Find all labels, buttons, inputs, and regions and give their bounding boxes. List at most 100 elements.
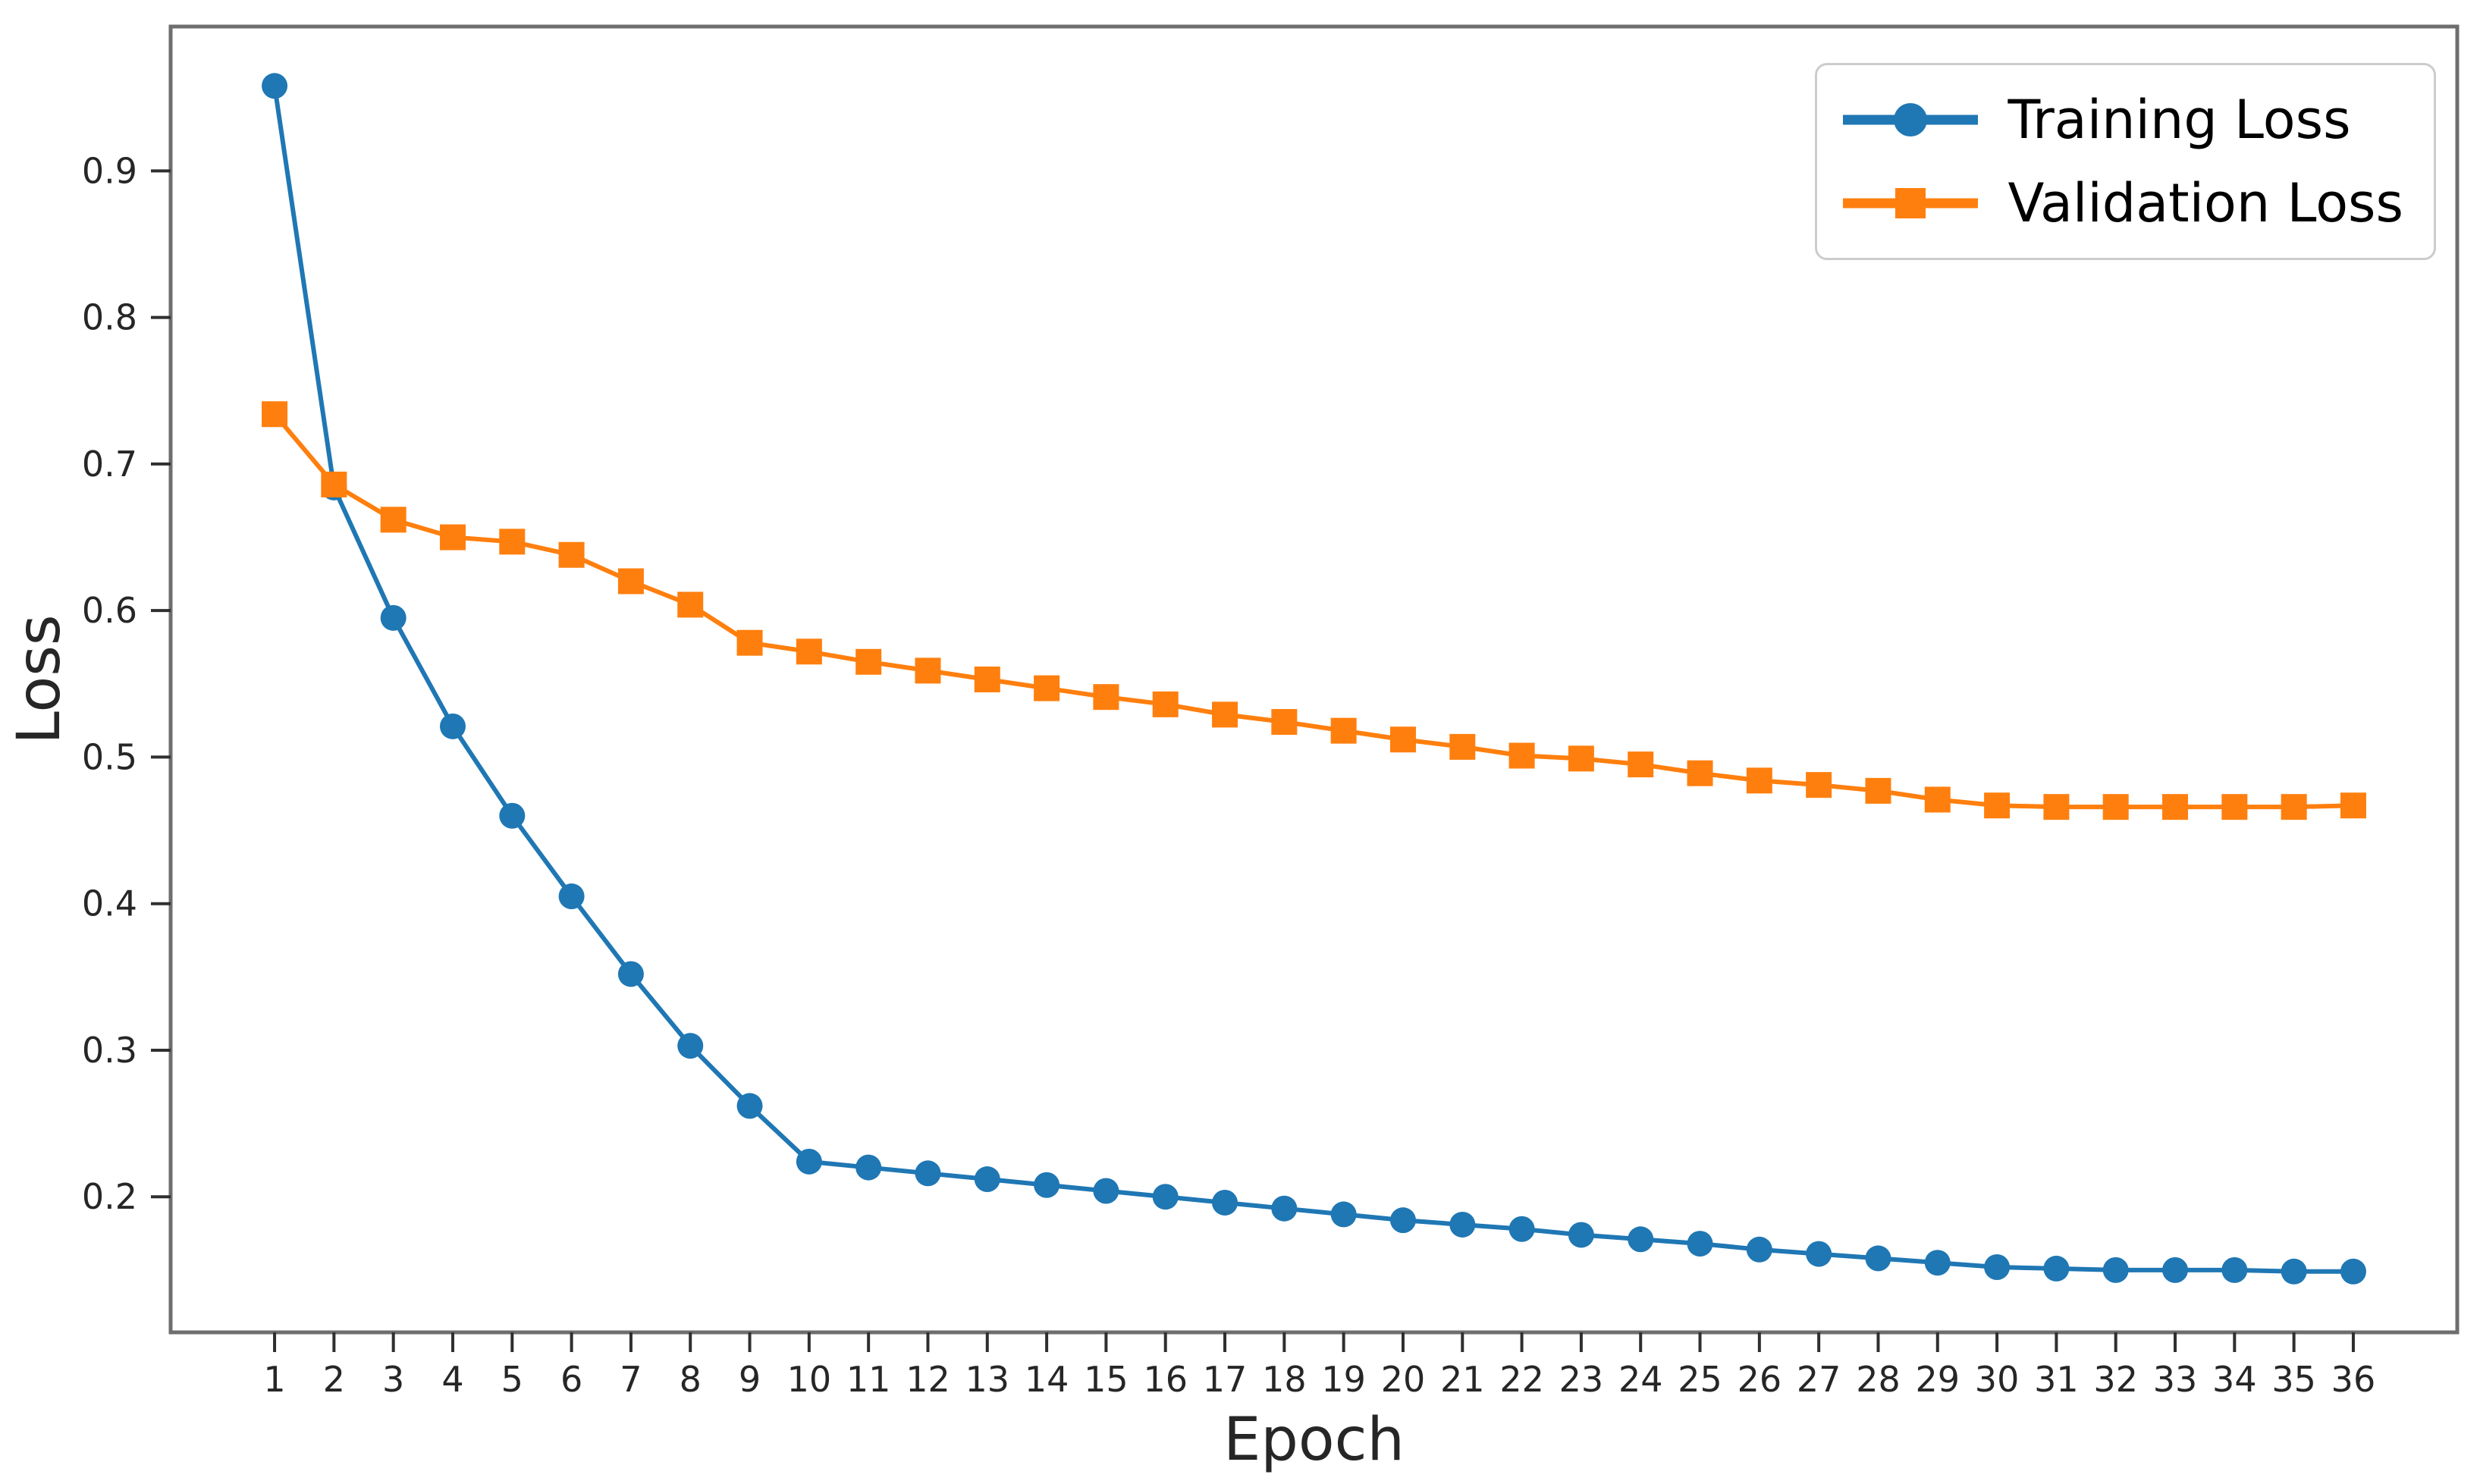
x-tick-label: 3 <box>382 1359 404 1400</box>
x-tick-label: 32 <box>2093 1359 2138 1400</box>
x-tick-label: 6 <box>560 1359 582 1400</box>
x-tick-label: 29 <box>1915 1359 1960 1400</box>
training-loss-marker <box>262 73 288 99</box>
validation-loss-marker <box>1568 745 1594 772</box>
validation-loss-marker <box>2102 794 2129 820</box>
validation-loss-marker <box>1865 777 1891 804</box>
validation-loss-marker <box>1924 786 1951 813</box>
training-loss-marker <box>1984 1253 2011 1280</box>
x-tick-label: 14 <box>1025 1359 1069 1400</box>
x-tick-label: 23 <box>1559 1359 1604 1400</box>
validation-loss-marker <box>1212 701 1238 728</box>
validation-loss-line <box>272 412 2356 810</box>
y-tick-label: 0.9 <box>82 150 137 191</box>
training-loss-marker <box>915 1160 941 1187</box>
x-tick-label: 10 <box>787 1359 832 1400</box>
x-tick-label: 17 <box>1203 1359 1248 1400</box>
plot-frame <box>168 24 2460 1335</box>
x-tick-label: 1 <box>263 1359 285 1400</box>
validation-loss-marker <box>2221 794 2248 820</box>
x-tick-label: 18 <box>1262 1359 1307 1400</box>
x-tick-label: 36 <box>2331 1359 2376 1400</box>
training-loss-marker <box>1568 1222 1594 1248</box>
validation-loss-marker <box>1389 726 1416 753</box>
x-tick-label: 30 <box>1975 1359 2020 1400</box>
y-tick-label: 0.7 <box>82 444 137 485</box>
y-axis-title: Loss <box>5 614 74 744</box>
validation-loss-marker <box>2340 792 2366 819</box>
x-tick-label: 28 <box>1856 1359 1901 1400</box>
validation-loss-marker <box>1449 733 1476 760</box>
y-tick-label: 0.6 <box>82 590 137 631</box>
validation-loss-marker <box>1271 709 1298 736</box>
validation-loss-marker <box>677 591 704 618</box>
y-tick-label: 0.4 <box>82 883 137 924</box>
x-tick-label: 12 <box>906 1359 950 1400</box>
training-loss-marker <box>380 604 407 631</box>
x-tick-label: 13 <box>965 1359 1010 1400</box>
x-axis-title: Epoch <box>1223 1406 1405 1474</box>
x-tick-label: 19 <box>1321 1359 1366 1400</box>
x-tick-label: 11 <box>846 1359 891 1400</box>
training-loss-marker <box>1212 1189 1238 1216</box>
training-loss-marker <box>1152 1184 1179 1210</box>
training-loss-marker <box>2043 1255 2070 1282</box>
validation-loss-marker <box>262 401 288 428</box>
training-loss-marker <box>1093 1178 1119 1204</box>
training-loss-marker <box>1508 1216 1535 1242</box>
validation-loss-marker <box>2281 794 2307 820</box>
validation-loss-swatch-icon <box>1842 188 1978 218</box>
validation-loss-marker <box>1628 751 1654 778</box>
training-loss-marker <box>1746 1236 1772 1263</box>
validation-loss-marker <box>1330 717 1357 744</box>
x-tick-label: 5 <box>501 1359 523 1400</box>
training-loss-marker <box>1271 1195 1298 1222</box>
x-tick-label: 4 <box>441 1359 463 1400</box>
legend-item-training-loss: Training Loss <box>1838 88 2403 152</box>
y-tick-label: 0.5 <box>82 736 137 777</box>
y-tick-label: 0.3 <box>82 1030 137 1071</box>
validation-loss-marker <box>1984 792 2011 819</box>
legend-label-validation-loss: Validation Loss <box>2008 172 2403 234</box>
training-loss-marker <box>2221 1257 2248 1283</box>
training-loss-marker <box>1330 1201 1357 1228</box>
x-tick-label: 16 <box>1143 1359 1188 1400</box>
x-tick-label: 34 <box>2212 1359 2257 1400</box>
training-loss-marker <box>439 713 466 739</box>
x-tick-label: 20 <box>1381 1359 1426 1400</box>
validation-loss-marker <box>2043 794 2070 820</box>
validation-loss-marker <box>974 667 1000 692</box>
validation-loss-marker <box>558 541 585 568</box>
training-loss-marker <box>499 802 526 829</box>
square-marker-icon <box>1895 188 1926 218</box>
training-loss-marker <box>1389 1207 1416 1234</box>
training-loss-marker <box>1924 1250 1951 1276</box>
x-tick-label: 8 <box>680 1359 702 1400</box>
x-tick-label: 35 <box>2271 1359 2316 1400</box>
legend: Training Loss Validation Loss <box>1814 63 2436 260</box>
training-loss-marker <box>2162 1257 2189 1283</box>
validation-loss-marker <box>617 568 644 595</box>
validation-loss-marker <box>439 524 466 551</box>
y-tick-label: 0.8 <box>82 297 137 338</box>
training-loss-marker <box>1628 1226 1654 1253</box>
validation-loss-marker <box>1508 742 1535 769</box>
training-loss-marker <box>736 1093 763 1119</box>
validation-loss-marker <box>855 648 882 675</box>
training-loss-marker <box>558 883 585 910</box>
x-tick-label: 26 <box>1738 1359 1782 1400</box>
training-loss-marker <box>2102 1257 2129 1283</box>
validation-loss-marker <box>499 529 526 555</box>
validation-loss-marker <box>1093 684 1119 711</box>
training-loss-marker <box>2281 1258 2307 1285</box>
validation-loss-marker <box>1152 691 1179 717</box>
training-loss-marker <box>974 1166 1000 1193</box>
validation-loss-marker <box>915 657 941 684</box>
x-tick-label: 22 <box>1499 1359 1544 1400</box>
training-loss-marker <box>1806 1241 1832 1267</box>
x-tick-label: 25 <box>1678 1359 1722 1400</box>
x-tick-label: 24 <box>1618 1359 1663 1400</box>
training-loss-marker <box>2340 1258 2366 1285</box>
legend-label-training-loss: Training Loss <box>2008 89 2351 151</box>
legend-item-validation-loss: Validation Loss <box>1838 171 2403 235</box>
